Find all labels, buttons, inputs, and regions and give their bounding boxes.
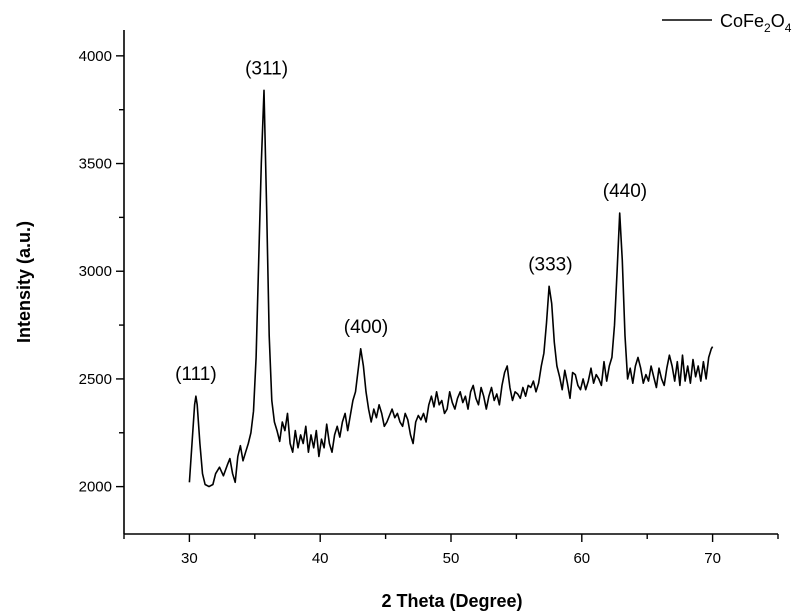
- legend-label-part2: O: [771, 11, 785, 31]
- y-tick-label: 2500: [79, 371, 112, 388]
- y-tick-label: 3000: [79, 263, 112, 280]
- y-axis-title: Intensity (a.u.): [14, 221, 34, 343]
- y-tick-label: 2000: [79, 479, 112, 496]
- x-tick-label: 40: [312, 550, 329, 567]
- y-ticks: 2000 2500 3000 3500 4000: [79, 48, 124, 496]
- x-axis-title: 2 Theta (Degree): [381, 591, 522, 611]
- peak-label: (400): [344, 317, 388, 338]
- peak-label: (333): [528, 254, 572, 275]
- peak-annotations: (111) (311) (400) (333) (440): [175, 58, 647, 385]
- peak-label: (311): [245, 58, 288, 79]
- x-ticks: 30 40 50 60 70: [123, 534, 779, 567]
- y-tick-label: 3500: [79, 156, 112, 173]
- legend-label-part1: CoFe: [720, 11, 764, 31]
- legend: CoFe2O4: [662, 11, 792, 35]
- series-group: [188, 89, 714, 488]
- plot-axes: [123, 30, 778, 535]
- series-line-0: [188, 89, 714, 488]
- peak-label: (440): [603, 181, 647, 202]
- x-tick-label: 60: [573, 550, 590, 567]
- peak-label: (111): [175, 364, 217, 385]
- legend-label: CoFe2O4: [720, 11, 792, 35]
- y-tick-label: 4000: [79, 48, 112, 65]
- x-tick-label: 50: [443, 550, 460, 567]
- x-tick-label: 30: [181, 550, 198, 567]
- legend-label-sub2: 4: [785, 21, 792, 35]
- x-tick-label: 70: [704, 550, 721, 567]
- legend-label-sub1: 2: [764, 21, 771, 35]
